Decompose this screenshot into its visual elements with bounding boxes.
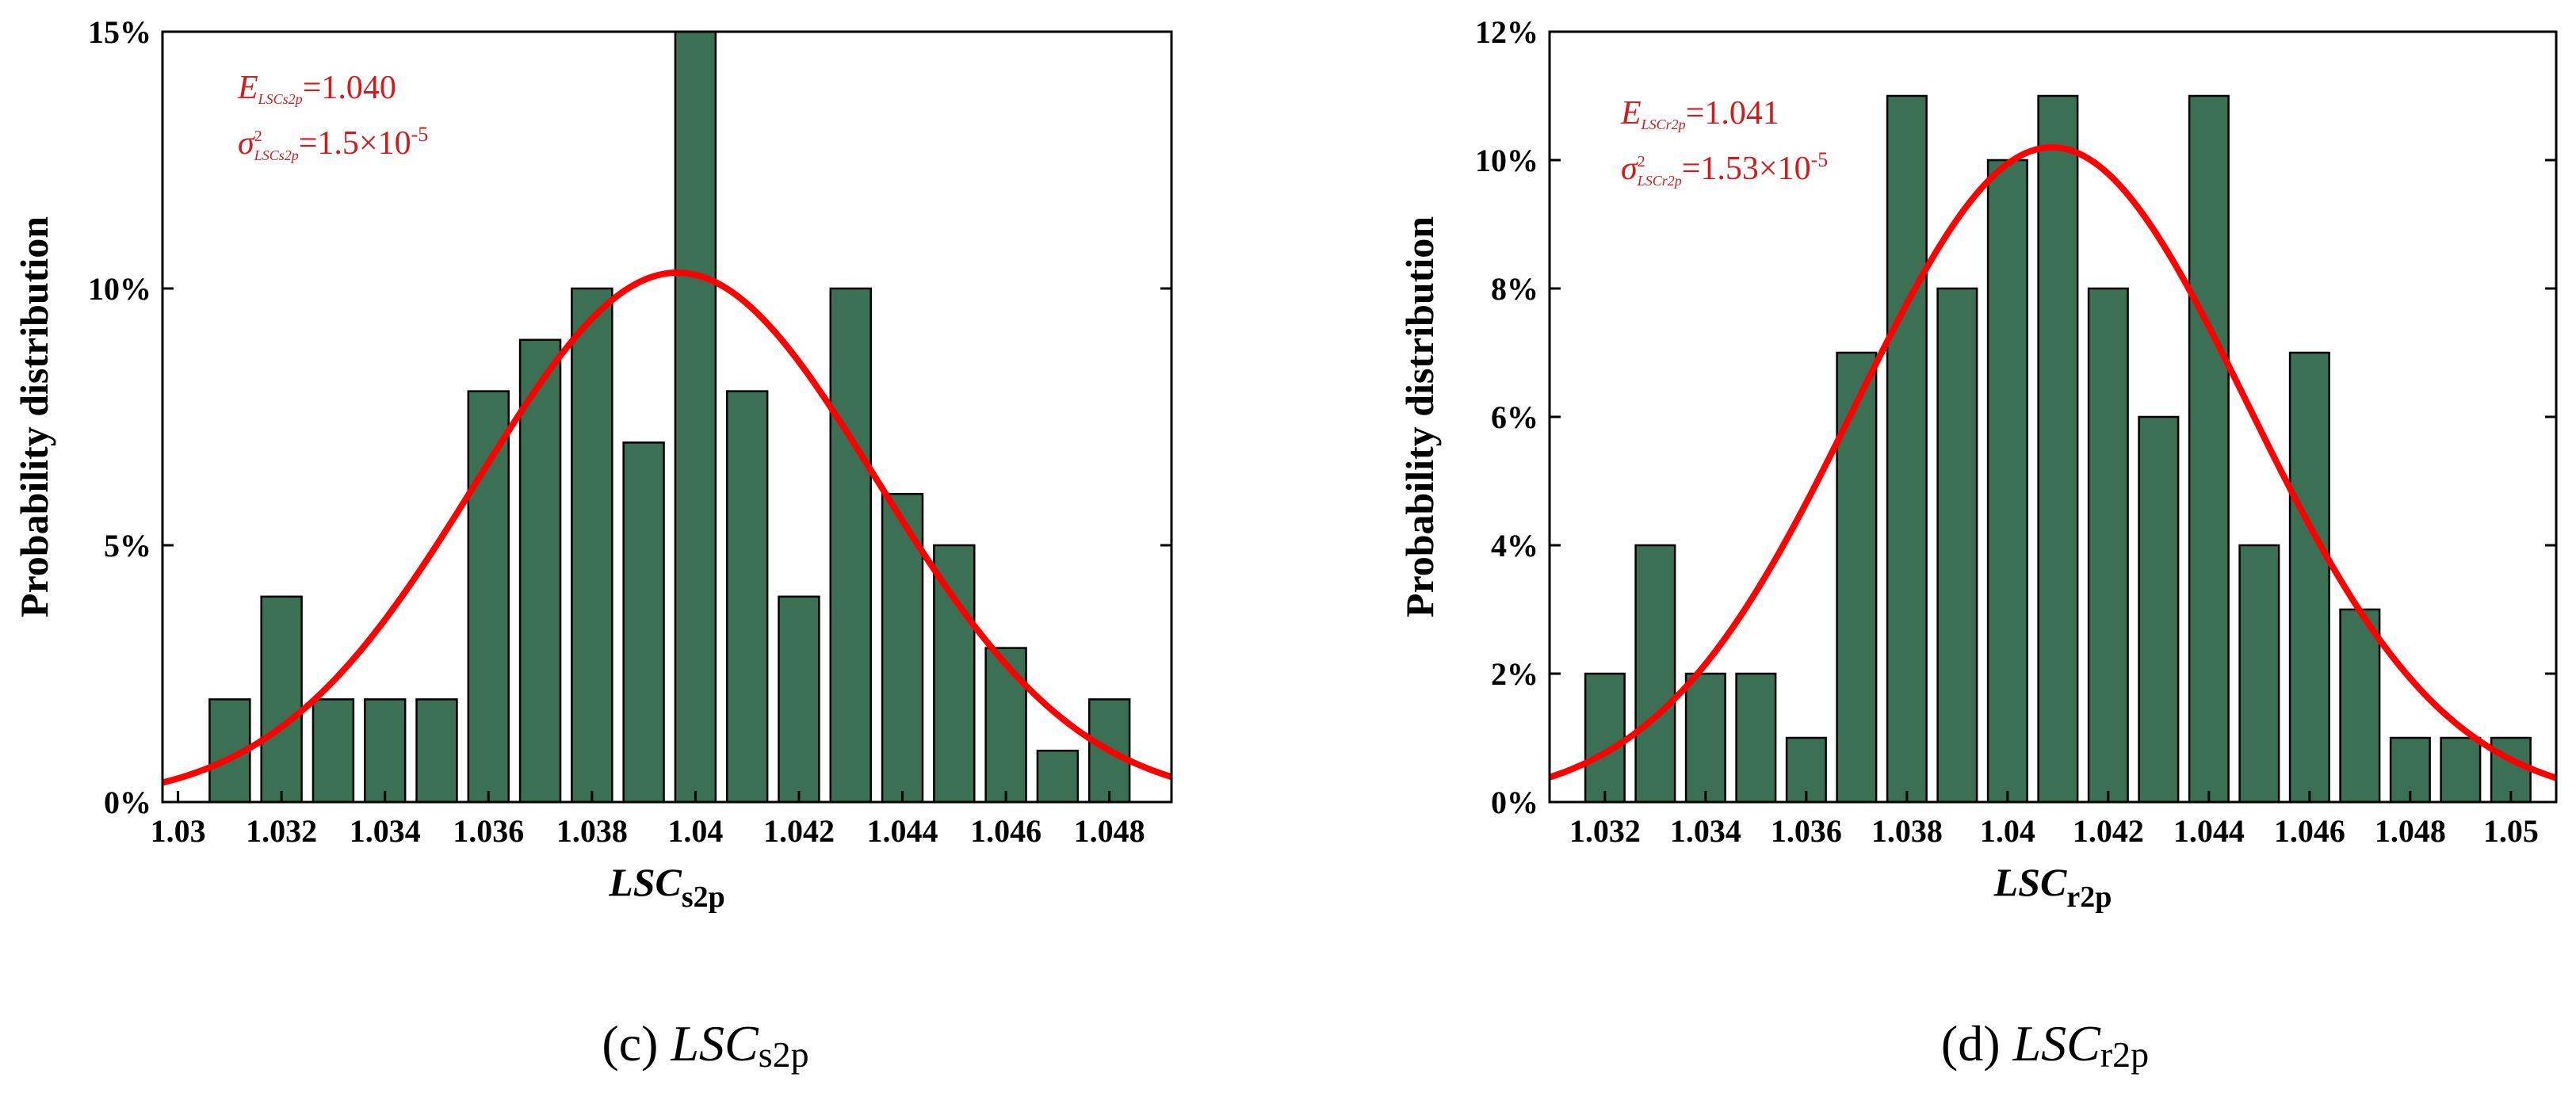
x-tick-label: 1.034: [1670, 813, 1741, 849]
histogram-bar: [725, 390, 769, 804]
histogram-bar: [571, 287, 613, 804]
histogram-bar: [1836, 351, 1878, 804]
histogram-bar: [1986, 159, 2028, 804]
panel-d-caption: (d) LSCr2p: [1941, 1015, 2149, 1075]
histogram-bar: [829, 287, 872, 804]
panel-c-plot-frame: [161, 30, 1173, 804]
histogram-bar: [674, 30, 717, 804]
y-tick-label: 0%: [1491, 785, 1538, 820]
y-tick-label: 12%: [1475, 14, 1538, 50]
histogram-bar: [1634, 544, 1676, 804]
panel-c-annotation-mean: ELSCs2p=1.040: [237, 70, 396, 107]
panel-c: 1.03 1.032 1.034 1.036 1.038 1.04 1.042 1.044 1.…: [12, 14, 1173, 1075]
y-tick-label: 4%: [1491, 528, 1538, 563]
y-tick-label: 2%: [1491, 656, 1538, 692]
y-tick-label: 0%: [104, 785, 151, 820]
panel-d-x-axis: 1.032 1.034 1.036 1.038 1.04 1.042 1.044 1.046 1…: [1569, 791, 2539, 849]
panel-d-bars: [1584, 94, 2532, 804]
histogram-bar: [364, 698, 407, 804]
y-tick-label: 15%: [88, 14, 151, 50]
x-tick-label: 1.038: [556, 813, 628, 849]
x-tick-label: 1.036: [453, 813, 524, 849]
panel-c-y-axis: 0% 5% 10% 15%: [88, 14, 1171, 820]
x-tick-label: 1.046: [2274, 813, 2345, 849]
histogram-bar: [2238, 544, 2280, 804]
panel-d-fit-curve: [1548, 143, 2558, 781]
x-tick-label: 1.048: [2375, 813, 2446, 849]
histogram-bar: [2037, 94, 2079, 804]
panel-d-y-axis: 0% 2% 4% 6% 8% 10% 12%: [1475, 14, 2556, 820]
x-tick-label: 1.04: [667, 813, 723, 849]
x-tick-label: 1.046: [970, 813, 1041, 849]
panel-d-annotation-mean: ELSCr2p=1.041: [1620, 95, 1779, 132]
x-tick-label: 1.038: [1871, 813, 1943, 849]
histogram-bar: [1036, 749, 1080, 804]
histogram-bar: [260, 595, 303, 804]
histogram-bar: [1584, 672, 1626, 804]
y-tick-label: 6%: [1491, 399, 1538, 435]
panel-d-x-axis-title: LSCr2p: [1993, 860, 2112, 914]
panel-c-y-axis-title: Probability distribution: [12, 216, 56, 617]
x-tick-label: 1.03: [151, 813, 206, 849]
x-tick-label: 1.044: [2173, 813, 2245, 849]
histogram-bar: [984, 647, 1027, 804]
panel-c-x-axis-title: LSCs2p: [608, 860, 725, 914]
y-tick-label: 5%: [104, 528, 151, 563]
histogram-bar: [1735, 672, 1777, 804]
histogram-bar: [2339, 608, 2381, 804]
x-tick-label: 1.034: [350, 813, 421, 849]
panel-c-fit-curve: [162, 269, 1173, 786]
histogram-bar: [311, 698, 355, 804]
x-tick-label: 1.048: [1074, 813, 1145, 849]
x-tick-label: 1.044: [867, 813, 938, 849]
histogram-bar: [2087, 287, 2129, 804]
panel-c-caption: (c) LSCs2p: [602, 1015, 808, 1075]
histogram-bar: [467, 390, 510, 804]
histogram-bar: [2288, 351, 2330, 804]
x-tick-label: 1.042: [2073, 813, 2144, 849]
panel-d: 1.032 1.034 1.036 1.038 1.04 1.042 1.044 1.046 1…: [1397, 14, 2558, 1075]
histogram-bar: [933, 544, 976, 804]
x-tick-label: 1.05: [2483, 813, 2539, 849]
histogram-bar: [2440, 736, 2482, 804]
histogram-bar: [1886, 94, 1928, 804]
histogram-bar: [415, 698, 458, 804]
histogram-bar: [1684, 672, 1726, 804]
x-tick-label: 1.04: [1980, 813, 2035, 849]
histogram-bar: [2188, 94, 2230, 804]
histogram-bar: [2138, 415, 2180, 804]
histogram-bar: [622, 441, 665, 804]
y-tick-label: 10%: [1475, 143, 1538, 178]
panel-c-x-axis: 1.03 1.032 1.034 1.036 1.038 1.04 1.042 1.044 1.…: [151, 791, 1145, 849]
x-tick-label: 1.042: [763, 813, 835, 849]
x-tick-label: 1.036: [1771, 813, 1842, 849]
histogram-bar: [2389, 736, 2431, 804]
x-tick-label: 1.032: [1569, 813, 1641, 849]
x-tick-label: 1.032: [246, 813, 317, 849]
y-tick-label: 8%: [1491, 271, 1538, 307]
panel-d-y-axis-title: Probability distribution: [1397, 216, 1442, 617]
y-tick-label: 10%: [88, 271, 151, 307]
histogram-bar: [1936, 287, 1978, 804]
panel-d-annotation-variance: σ2 LSCr2p=1.53×10-5: [1621, 148, 1828, 189]
histogram-bar: [778, 595, 820, 804]
panel-c-annotation-variance: σ2 LSCs2p=1.5×10-5: [238, 123, 428, 163]
